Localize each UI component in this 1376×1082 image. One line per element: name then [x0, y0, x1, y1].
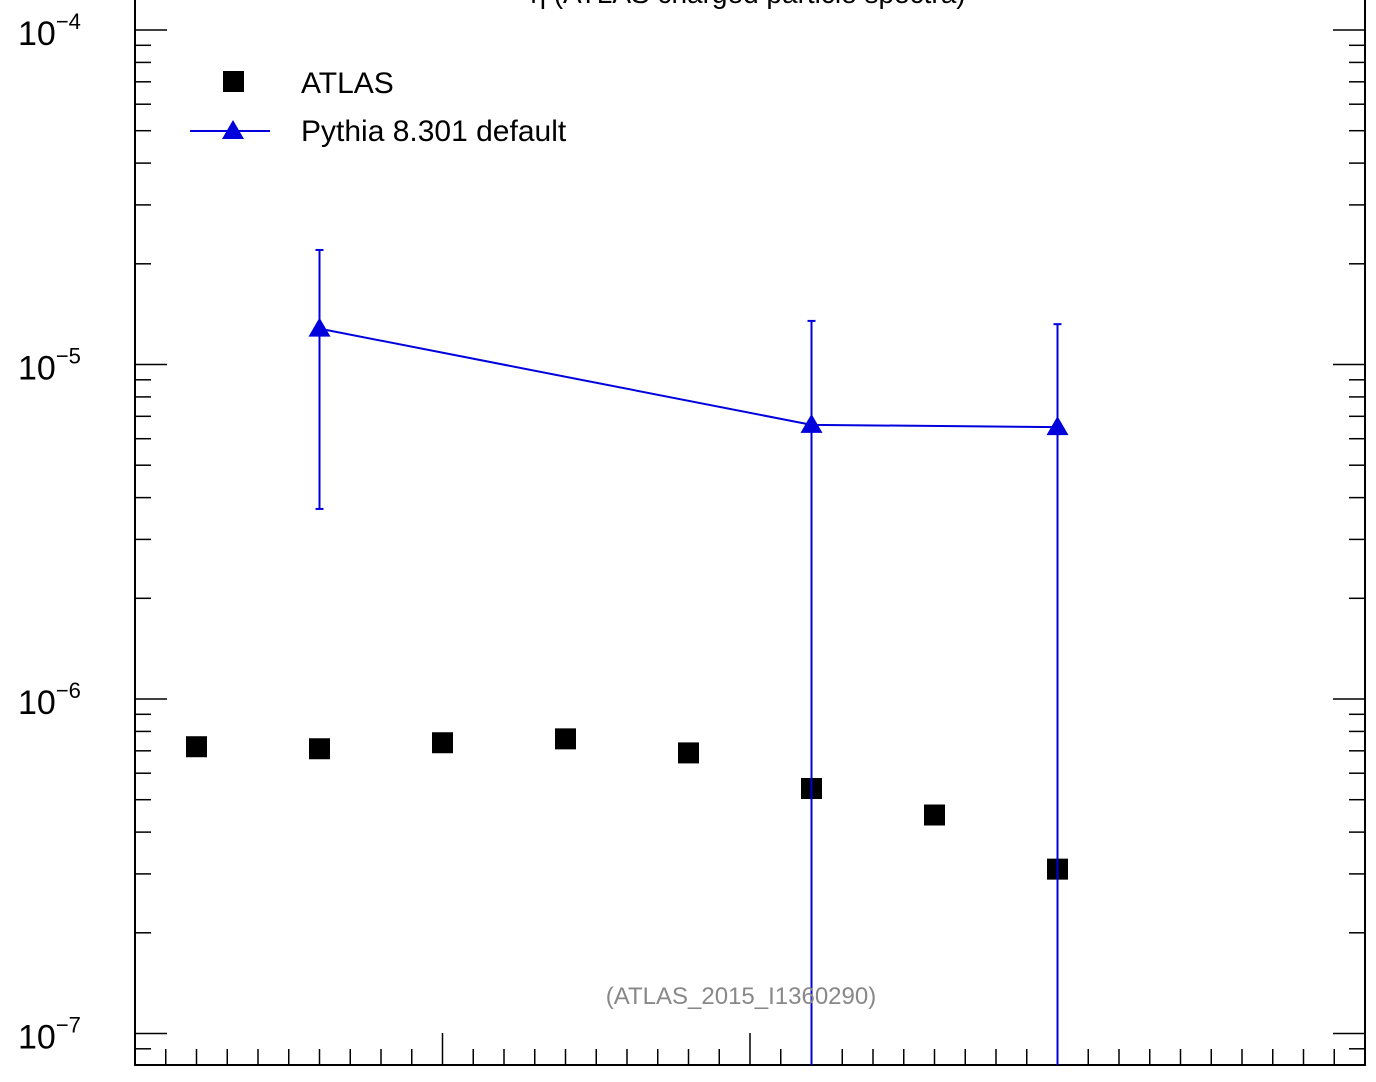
- atlas-point: [678, 742, 699, 764]
- legend-marker-pythia: [222, 120, 244, 139]
- atlas-point: [432, 732, 453, 754]
- chart-title: η (ATLAS charged particle spectra): [530, 0, 965, 9]
- pythia-point: [308, 317, 331, 337]
- atlas-point: [924, 804, 945, 826]
- y-tick-label: 10−5: [18, 344, 81, 388]
- y-tick-label-base: 10: [18, 1019, 56, 1057]
- annotation-analysis-id: (ATLAS_2015_I1360290): [606, 983, 876, 1010]
- y-tick-label: 10−6: [18, 678, 81, 722]
- y-tick-label: 10−4: [18, 9, 81, 53]
- data-series: [186, 248, 1069, 1065]
- legend-label-pythia: Pythia 8.301 default: [301, 115, 567, 148]
- y-tick-label-exponent: −4: [56, 9, 81, 34]
- y-tick-label-base: 10: [18, 684, 56, 722]
- legend-marker-atlas: [223, 71, 244, 92]
- y-tick-labels: 10−410−510−610−7: [18, 9, 81, 1057]
- atlas-point: [555, 728, 576, 750]
- legend: ATLAS Pythia 8.301 default: [190, 67, 567, 148]
- pythia-point: [800, 413, 823, 433]
- y-tick-label-base: 10: [18, 15, 56, 53]
- y-tick-label-exponent: −7: [56, 1013, 81, 1038]
- y-tick-label: 10−7: [18, 1013, 81, 1057]
- y-tick-label-base: 10: [18, 350, 56, 388]
- pythia-point: [1046, 416, 1069, 436]
- y-tick-label-exponent: −5: [56, 344, 81, 369]
- y-tick-label-exponent: −6: [56, 678, 81, 703]
- axes: [134, 0, 1366, 1066]
- atlas-point: [186, 736, 207, 758]
- atlas-point: [309, 738, 330, 760]
- legend-label-atlas: ATLAS: [301, 67, 394, 100]
